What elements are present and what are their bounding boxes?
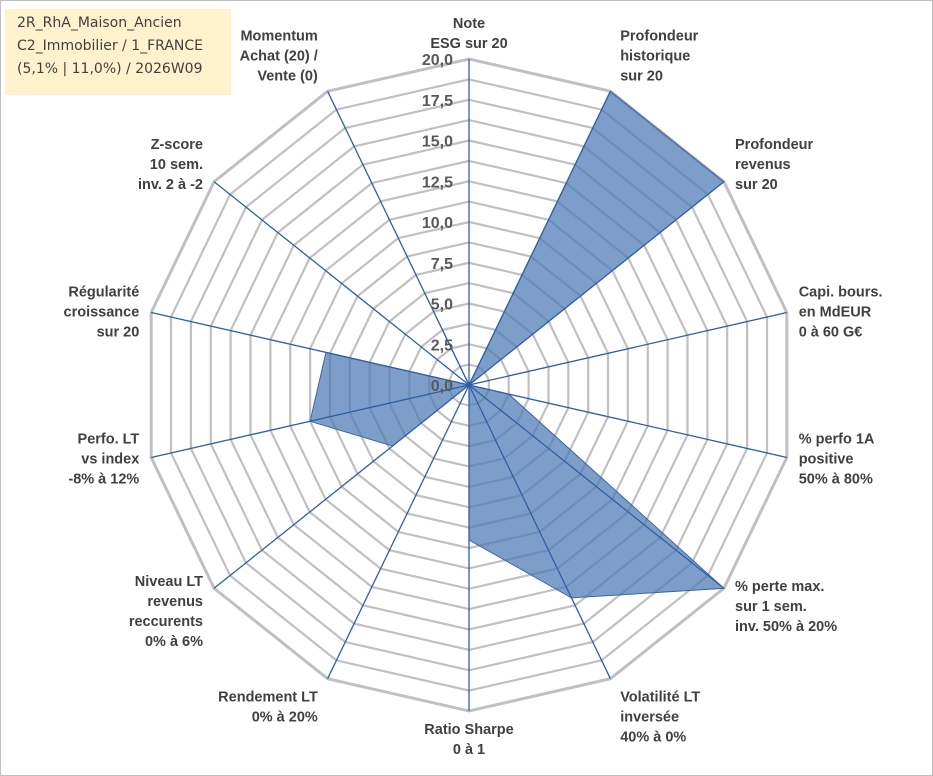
spoke-line (213, 181, 470, 386)
category-label-line: 0% à 20% (252, 709, 318, 725)
tick-label: 10,0 (422, 215, 453, 232)
category-label-line: reccurents (129, 614, 203, 630)
tick-label: 20,0 (422, 52, 453, 69)
info-line-2: C2_Immobilier / 1_FRANCE (17, 38, 203, 54)
category-label-line: Rendement LT (218, 689, 318, 705)
category-label-line: inversée (620, 709, 679, 725)
category-label: Z-score 10 sem. inv. 2 à -2 (138, 137, 203, 193)
tick-label: 2,5 (431, 337, 453, 354)
category-label-line: Profondeur (620, 29, 698, 45)
category-label: Capi. bours. en MdEUR 0 à 60 G€ (799, 285, 883, 341)
category-label-line: Régularité (68, 285, 139, 301)
category-label-line: croissance (64, 305, 140, 321)
tick-label: 12,5 (422, 174, 453, 191)
category-label-line: historique (620, 49, 690, 65)
spoke-line (468, 181, 725, 386)
category-label-line: revenus (735, 157, 791, 173)
category-label-line: vs index (81, 451, 139, 467)
category-label: % perfo 1A positive 50% à 80% (799, 431, 875, 487)
spoke-layer (151, 59, 787, 711)
category-label-line: Profondeur (735, 137, 813, 153)
spoke-line (327, 384, 470, 679)
category-label-line: sur 20 (620, 69, 663, 85)
category-label-line: 50% à 80% (799, 471, 873, 487)
category-labels: Note ESG sur 20 Profondeur historique sur 20… (64, 16, 883, 758)
category-label-line: Perfo. LT (78, 431, 140, 447)
spoke-line (468, 91, 611, 386)
tick-label: 7,5 (431, 256, 453, 273)
category-label: Ratio Sharpe 0 à 1 (424, 722, 513, 758)
category-label: Rendement LT 0% à 20% (218, 689, 318, 725)
category-label-line: inv. 2 à -2 (138, 177, 203, 193)
category-label: Niveau LT revenus reccurents 0% à 6% (129, 574, 203, 650)
category-label: Momentum Achat (20) / Vente (0) (240, 29, 318, 85)
category-label: Volatilité LT inversée 40% à 0% (620, 689, 700, 745)
info-line-1: 2R_RhA_Maison_Ancien (17, 15, 182, 31)
category-label-line: sur 20 (735, 177, 778, 193)
spoke-line (468, 384, 725, 589)
category-label-line: Niveau LT (135, 574, 203, 590)
category-label-line: Volatilité LT (620, 689, 700, 705)
spoke-line (468, 384, 611, 679)
category-label-line: 0 à 1 (453, 742, 485, 758)
spoke-line (468, 311, 787, 386)
tick-labels: 0,0 2,5 5,0 7,5 10,0 12,5 15,0 17,5 20,0 (422, 52, 453, 395)
tick-label: 0,0 (431, 378, 453, 395)
spoke-line (213, 384, 470, 589)
category-label-line: sur 20 (97, 325, 140, 341)
spoke-line (151, 384, 470, 459)
category-label-line: Achat (20) / (240, 49, 318, 65)
category-label-line: 0 à 60 G€ (799, 325, 863, 341)
series-layer (309, 90, 726, 599)
category-label: Profondeur historique sur 20 (620, 29, 698, 85)
category-label: Profondeur revenus sur 20 (735, 137, 813, 193)
category-label-line: % perfo 1A (799, 431, 875, 447)
category-label-line: 40% à 0% (620, 729, 686, 745)
series-area (309, 90, 726, 599)
category-label-line: Z-score (151, 137, 203, 153)
category-label-line: -8% à 12% (68, 471, 139, 487)
category-label-line: sur 1 sem. (735, 599, 807, 615)
spoke-line (151, 311, 470, 386)
category-label-line: % perte max. (735, 579, 824, 595)
category-label-line: positive (799, 451, 854, 467)
spoke-line (327, 91, 470, 386)
category-label-line: Note (453, 16, 485, 32)
spoke-line (468, 384, 787, 459)
category-label-line: 10 sem. (150, 157, 203, 173)
category-label-line: en MdEUR (799, 305, 872, 321)
tick-label: 5,0 (431, 297, 453, 314)
tick-label: 17,5 (422, 93, 453, 110)
category-label-line: Momentum (240, 29, 317, 45)
tick-label: 15,0 (422, 134, 453, 151)
category-label-line: inv. 50% à 20% (735, 619, 837, 635)
category-label-line: Ratio Sharpe (424, 722, 513, 738)
category-label: Régularité croissance sur 20 (64, 285, 140, 341)
category-label: % perte max. sur 1 sem. inv. 50% à 20% (735, 579, 837, 635)
info-line-3: (5,1% | 11,0%) / 2026W09 (17, 61, 203, 77)
category-label-line: revenus (147, 594, 203, 610)
category-label-line: Capi. bours. (799, 285, 883, 301)
info-box: 2R_RhA_Maison_Ancien C2_Immobilier / 1_F… (5, 9, 231, 95)
category-label-line: ESG sur 20 (430, 36, 507, 52)
category-label-line: Vente (0) (257, 69, 318, 85)
category-label-line: 0% à 6% (145, 634, 203, 650)
category-label: Perfo. LT vs index -8% à 12% (68, 431, 139, 487)
category-label: Note ESG sur 20 (430, 16, 507, 52)
